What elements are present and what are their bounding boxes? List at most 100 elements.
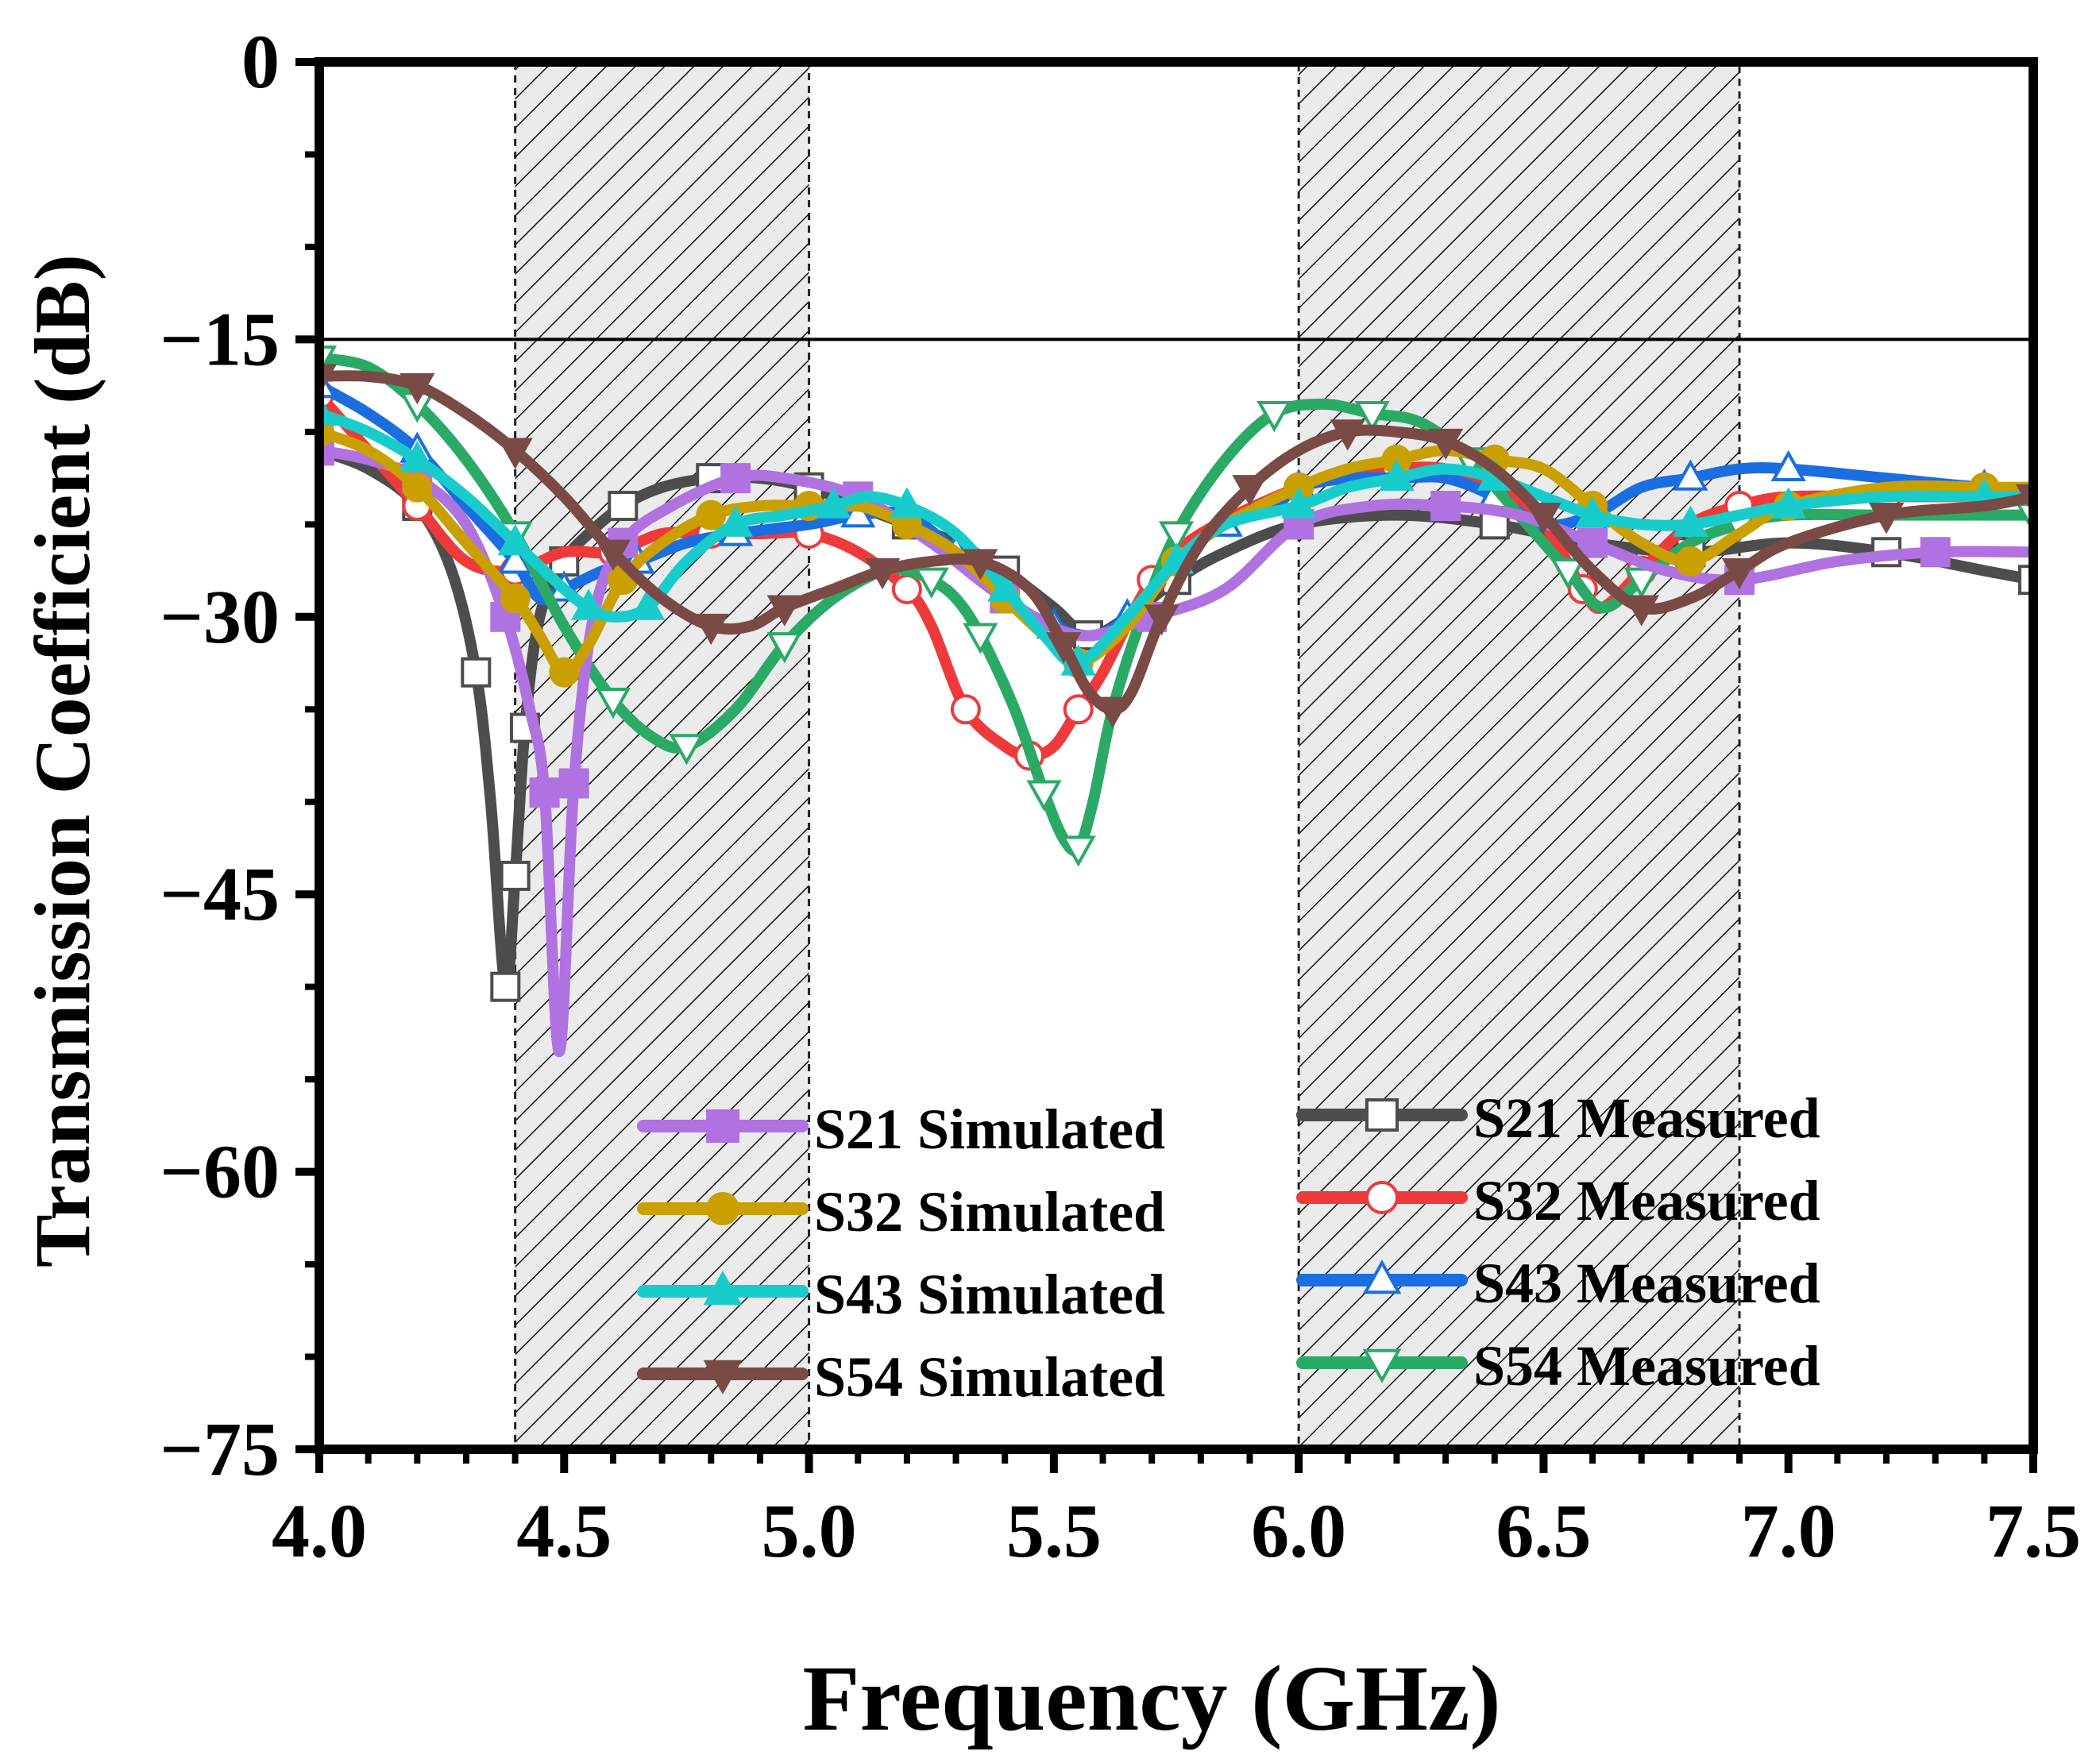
data-point-s32-measured: [1063, 694, 1094, 725]
data-point-s54-simulated: [1427, 428, 1464, 461]
data-point-s43-simulated: [629, 588, 666, 620]
data-point-s43-simulated: [1281, 487, 1317, 519]
data-point-s54-simulated: [1868, 503, 1905, 534]
x-tick-label: 7.0: [1741, 1488, 1836, 1573]
legend-marker: [1362, 1259, 1402, 1294]
legend-marker: [706, 1192, 739, 1225]
data-point-s54-measured: [1026, 780, 1062, 812]
data-point-s21-simulated: [1430, 491, 1461, 522]
data-point-s21-measured: [608, 491, 639, 522]
data-point-s54-measured: [766, 632, 802, 664]
data-point-s43-simulated: [1574, 496, 1611, 528]
data-point-s54-simulated: [1232, 475, 1268, 507]
shaded-bands: [514, 60, 1741, 1451]
data-point-s21-measured: [490, 971, 521, 1002]
data-point-s21-measured: [500, 860, 531, 891]
legend-label: S43 Measured: [1473, 1252, 1820, 1315]
data-point-s54-simulated: [400, 373, 435, 405]
series-layer: [319, 345, 2033, 1058]
data-point-s21-measured: [461, 657, 492, 688]
series-s54-simulated: [319, 364, 2033, 728]
data-point-s54-simulated: [1526, 503, 1561, 534]
legend-label: S32 Measured: [1473, 1169, 1820, 1232]
data-point-s54-simulated: [1094, 696, 1130, 728]
legend-label: S54 Simulated: [814, 1345, 1165, 1409]
data-point-s54-measured: [669, 734, 705, 766]
data-point-s43-measured: [1770, 449, 1806, 482]
data-point-s54-simulated: [1046, 632, 1082, 664]
legend-item-s54-measured: S54 Measured: [1296, 1334, 1820, 1398]
legend-label: S21 Measured: [1473, 1086, 1820, 1150]
data-point-s32-measured: [950, 694, 981, 725]
data-point-s32-simulated: [402, 472, 433, 503]
data-point-s43-simulated: [717, 505, 754, 537]
y-tick-label: −75: [160, 1406, 280, 1491]
legend-marker: [706, 1109, 739, 1143]
data-point-s32-simulated: [1675, 546, 1706, 577]
data-point-s54-simulated: [595, 539, 631, 571]
x-tick-label: 6.0: [1251, 1488, 1346, 1573]
data-point-s54-simulated: [963, 549, 998, 581]
data-point-s54-measured: [1158, 521, 1195, 553]
data-point-s54-measured: [595, 688, 631, 719]
shaded-band-1: [514, 60, 811, 1451]
data-point-s54-simulated: [766, 595, 802, 627]
legend-item-s32-measured: S32 Measured: [1296, 1169, 1820, 1232]
legend-label: S21 Simulated: [814, 1097, 1165, 1161]
legend-item-s43-measured: S43 Measured: [1296, 1252, 1820, 1315]
legend-label: S43 Simulated: [814, 1263, 1165, 1326]
legend-marker: [1362, 1348, 1402, 1383]
plot-frame: [315, 57, 2038, 1454]
data-point-s32-simulated: [500, 583, 531, 614]
data-point-s54-measured: [1060, 835, 1096, 867]
data-point-s54-measured: [1550, 557, 1586, 590]
data-point-s54-simulated: [1721, 557, 1758, 590]
data-point-s43-simulated: [497, 524, 533, 556]
data-point-s21-simulated: [529, 777, 560, 808]
data-point-s32-measured: [891, 573, 922, 604]
legend-marker: [703, 1271, 743, 1306]
x-tick-label: 4.0: [272, 1488, 367, 1573]
x-tick-label: 7.5: [1986, 1488, 2081, 1573]
data-point-s21-simulated: [558, 768, 589, 799]
data-point-s43-measured: [497, 542, 533, 574]
data-point-s43-measured: [1673, 459, 1708, 491]
data-point-s43-simulated: [400, 441, 435, 473]
legend-marker: [703, 1360, 743, 1394]
y-tick-label: −45: [160, 851, 280, 936]
x-axis: 4.0 4.5 5.0 5.5 6.0 6.5 7.0 7.5: [272, 1449, 2081, 1573]
data-point-s54-simulated: [1144, 604, 1179, 636]
data-point-s54-simulated: [693, 613, 729, 646]
x-axis-label: Frequency (GHz): [802, 1646, 1500, 1750]
x-tick-label: 4.5: [516, 1488, 612, 1573]
legend-label: S54 Measured: [1473, 1334, 1820, 1398]
data-point-s54-measured: [963, 623, 998, 654]
data-point-s54-simulated: [497, 438, 533, 469]
y-axis: 0 −15 −30 −45 −60 −75: [160, 19, 319, 1491]
data-point-s54-measured: [1623, 567, 1659, 599]
legend-item-s54-simulated: S54 Simulated: [637, 1345, 1165, 1409]
shaded-band-2: [1297, 60, 1741, 1451]
data-point-s21-simulated: [720, 463, 751, 494]
data-point-s32-simulated: [696, 500, 727, 530]
y-tick-label: 0: [241, 19, 280, 104]
data-point-s54-measured: [1257, 400, 1292, 433]
data-point-s43-simulated: [889, 487, 925, 519]
x-tick-label: 5.0: [762, 1488, 857, 1573]
legend-item-s43-simulated: S43 Simulated: [637, 1263, 1165, 1326]
data-point-s54-simulated: [864, 557, 901, 590]
data-point-s32-simulated: [549, 657, 580, 688]
data-point-s54-simulated: [1623, 595, 1659, 627]
data-point-s43-simulated: [1770, 487, 1806, 519]
legend-item-s21-simulated: S21 Simulated: [637, 1097, 1165, 1161]
data-point-s43-simulated: [570, 588, 607, 620]
data-point-s54-simulated: [1330, 419, 1365, 451]
data-point-s54-measured: [1354, 400, 1390, 433]
y-axis-label: Transmission Coefficient (dB): [18, 254, 106, 1267]
data-point-s54-measured: [913, 567, 949, 599]
y-tick-label: −15: [160, 296, 280, 381]
y-tick-label: −30: [160, 574, 280, 659]
data-point-s43-simulated: [1673, 505, 1708, 537]
y-tick-label: −60: [160, 1129, 280, 1214]
